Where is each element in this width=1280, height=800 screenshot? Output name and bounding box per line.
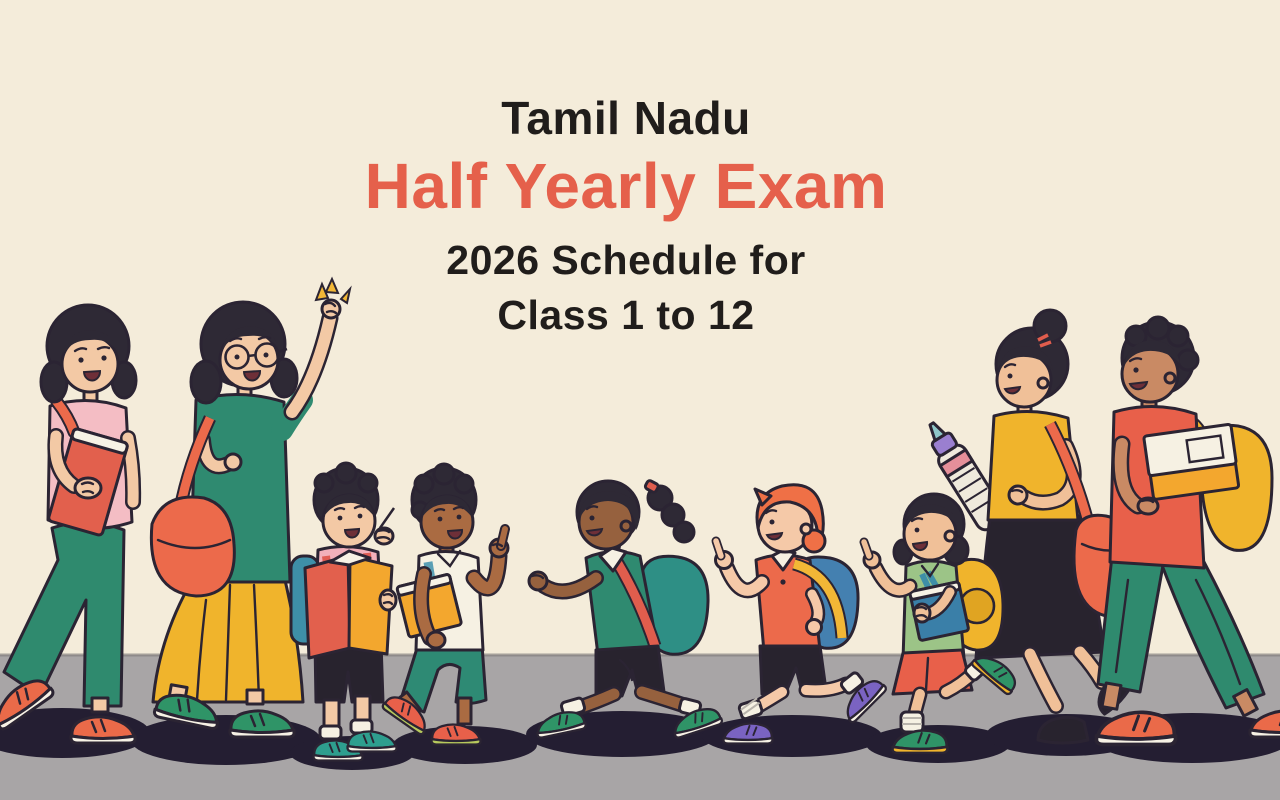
figure-girl-green-tee: [859, 492, 1023, 755]
head: [410, 462, 478, 550]
head: [575, 479, 696, 551]
head: [892, 492, 970, 566]
striped-sock: [839, 671, 865, 695]
figure-boy-red-hair: [711, 483, 889, 745]
head: [753, 483, 827, 554]
black-flat-shoe: [1036, 715, 1090, 745]
striped-sock: [899, 710, 925, 734]
orange-shoulder-bag: [149, 495, 236, 598]
open-book: [303, 549, 394, 660]
books: [1142, 422, 1241, 501]
title-schedule: 2026 Schedule for: [446, 237, 806, 284]
title-exam: Half Yearly Exam: [364, 150, 888, 223]
figure-teacher-pink-shirt: [0, 303, 142, 745]
head: [39, 303, 138, 404]
sparkle-icon: [314, 276, 352, 305]
striped-sock: [737, 697, 764, 721]
title-region: Tamil Nadu: [501, 92, 751, 144]
figure-teacher-glasses: [149, 276, 352, 739]
figure-girl-runner: [527, 479, 724, 740]
poster-title: Tamil Nadu Half Yearly Exam 2026 Schedul…: [0, 94, 1266, 338]
head: [189, 300, 299, 405]
head: [1120, 315, 1200, 404]
figure-father-red-shirt: [1094, 315, 1280, 747]
head: [312, 461, 380, 549]
figure-boy-open-book: [289, 461, 398, 762]
title-classes: Class 1 to 12: [497, 292, 755, 339]
figure-boy-white-shirt: [380, 462, 510, 746]
glasses-icon: [224, 342, 288, 370]
head: [994, 308, 1070, 409]
